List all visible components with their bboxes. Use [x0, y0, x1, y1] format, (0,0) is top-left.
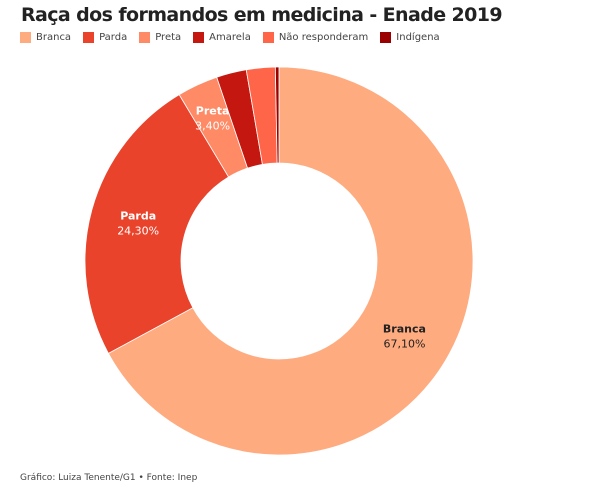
legend-item[interactable]: Amarela — [193, 32, 251, 43]
data-label-value: 67,10% — [383, 338, 425, 351]
legend-label: Preta — [155, 32, 182, 43]
legend-label: Não responderam — [278, 32, 369, 43]
legend-swatch — [262, 32, 274, 43]
legend-swatch — [380, 32, 392, 43]
legend-label: Parda — [99, 32, 128, 43]
slice-branca[interactable] — [107, 66, 474, 456]
legend-swatch — [193, 32, 205, 43]
data-label-name: Branca — [383, 323, 426, 336]
legend-label: Amarela — [209, 32, 251, 43]
legend-item[interactable]: Preta — [139, 32, 181, 43]
data-label-name: Parda — [120, 209, 156, 222]
data-label-name: Preta — [196, 105, 230, 118]
legend-swatch — [20, 32, 31, 43]
legend-swatch — [83, 32, 95, 43]
legend-item[interactable]: Branca — [20, 32, 71, 43]
legend-label: Branca — [36, 32, 72, 43]
slice-ind-gena[interactable] — [274, 66, 280, 164]
legend-item[interactable]: Parda — [83, 32, 127, 43]
legend-item[interactable]: Não responderam — [262, 32, 369, 43]
data-label-value: 24,30% — [117, 224, 159, 237]
data-label-value: 3,40% — [195, 120, 230, 133]
legend-swatch — [139, 32, 151, 43]
source-footer: Gráfico: Luiza Tenente/G1 • Fonte: Inep — [20, 473, 198, 483]
legend-item[interactable]: Indígena — [380, 32, 440, 43]
chart-title: Raça dos formandos em medicina - Enade 2… — [21, 4, 503, 26]
legend-label: Indígena — [396, 32, 440, 43]
legend: Branca Parda Preta Amarela Não responderam In… — [20, 32, 440, 43]
slice-parda[interactable] — [84, 94, 230, 354]
